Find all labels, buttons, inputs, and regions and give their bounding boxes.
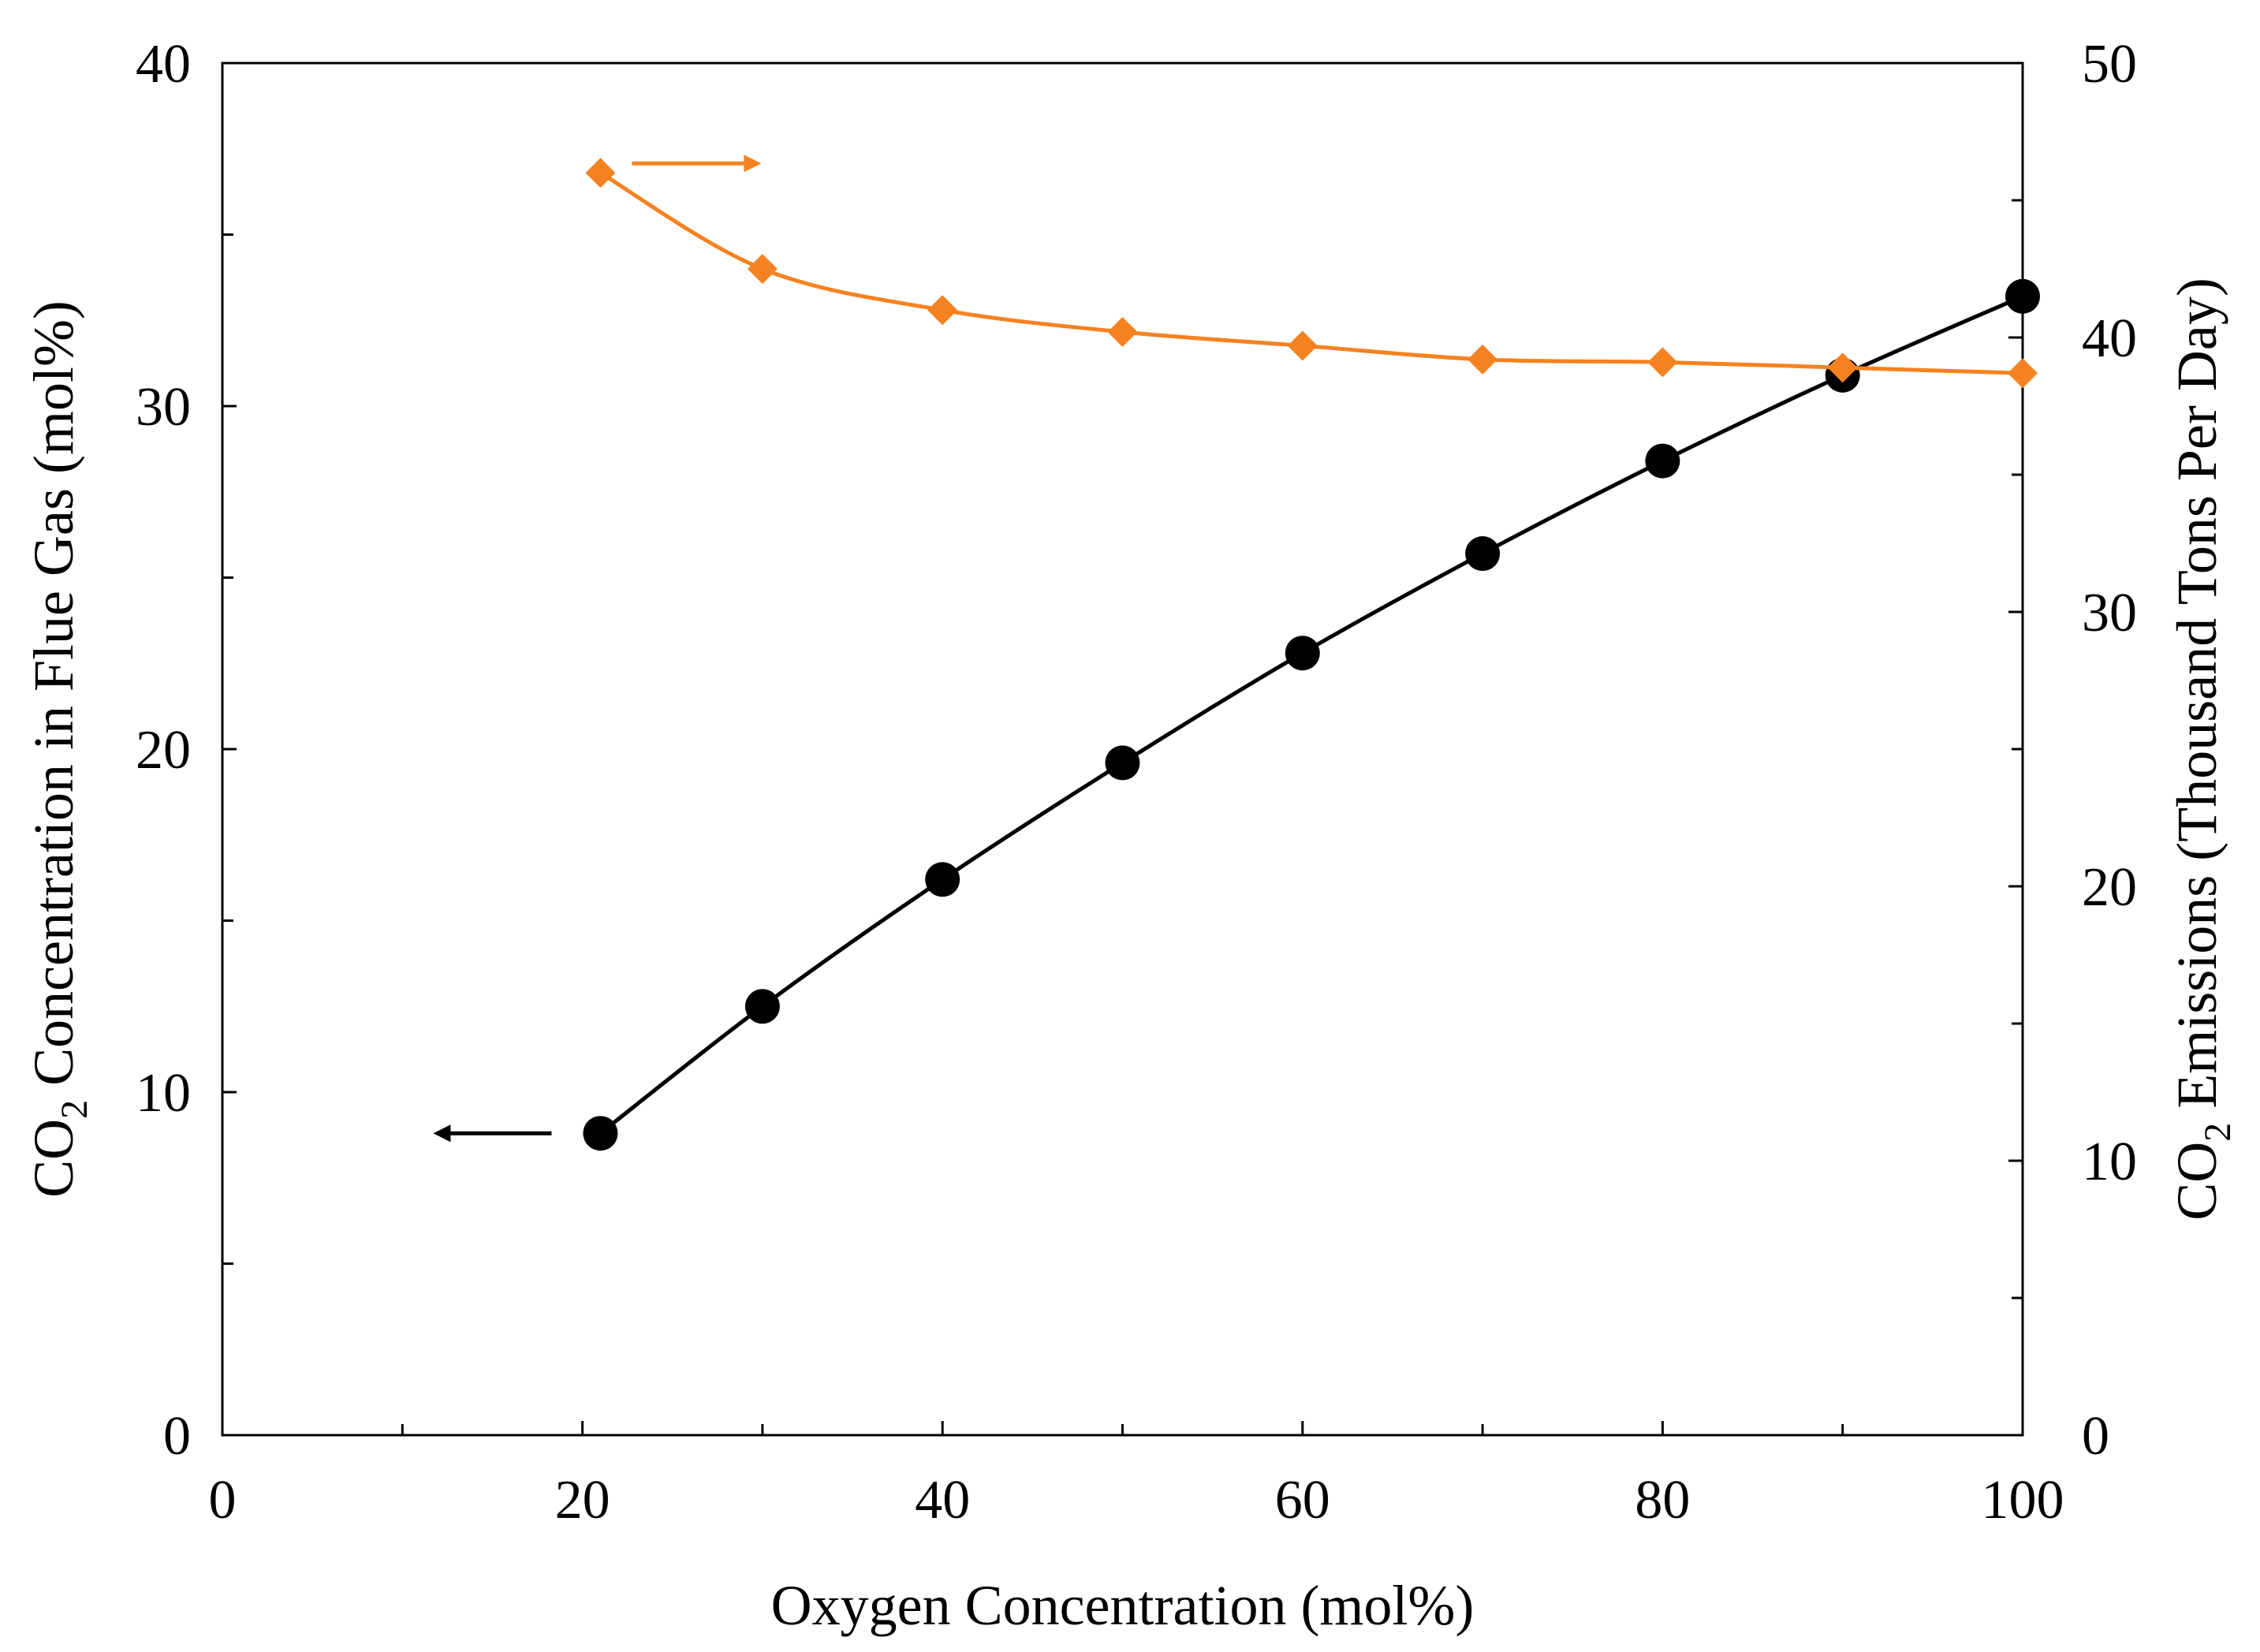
y-left-tick-label-30: 30 <box>136 377 191 438</box>
point-diamond-40 <box>927 295 958 326</box>
y-left-tick-label-40: 40 <box>136 34 191 95</box>
point-diamond-100 <box>2008 358 2038 389</box>
right-axis-title: CO2 Emissions (Thousand Tons Per Day) <box>2165 278 2239 1221</box>
ticks <box>221 62 2024 1437</box>
series-co2-concentration <box>583 278 2040 1151</box>
right-arrow-head <box>744 155 762 173</box>
y-left-tick-label-20: 20 <box>136 720 191 781</box>
left-axis-title: CO2 Concentration in Flue Gas (mol%) <box>22 300 95 1198</box>
x-tick-label-40: 40 <box>915 1470 970 1531</box>
x-tick-label-20: 20 <box>555 1470 610 1531</box>
left-arrow-head <box>433 1124 451 1143</box>
point-circle-50 <box>1105 745 1140 781</box>
y-left-tick-label-10: 10 <box>136 1063 191 1124</box>
point-diamond-30 <box>747 254 778 284</box>
annotation-layer <box>433 155 762 1143</box>
y-right-tick-label-50: 50 <box>2082 34 2137 95</box>
y-right-tick-label-10: 10 <box>2082 1132 2137 1192</box>
point-diamond-60 <box>1287 330 1318 361</box>
x-axis-title: Oxygen Concentration (mol%) <box>771 1574 1475 1637</box>
x-tick-label-60: 60 <box>1275 1470 1330 1531</box>
tick-labels: 0 20 40 60 80 100 0 10 20 30 40 0 10 20 30 40 50 <box>136 34 2137 1531</box>
x-tick-label-100: 100 <box>1982 1470 2064 1531</box>
point-circle-40 <box>925 862 960 897</box>
y-right-tick-label-30: 30 <box>2082 583 2137 643</box>
point-diamond-50 <box>1107 317 1138 348</box>
x-tick-label-80: 80 <box>1635 1470 1690 1531</box>
point-circle-21 <box>583 1116 618 1151</box>
point-diamond-21 <box>585 158 616 188</box>
y-left-tick-label-0: 0 <box>163 1406 191 1467</box>
point-circle-30 <box>744 989 780 1024</box>
series-layer <box>583 158 2040 1151</box>
point-diamond-70 <box>1468 344 1498 375</box>
point-circle-70 <box>1465 536 1501 572</box>
y-right-tick-label-40: 40 <box>2082 308 2137 369</box>
y-right-tick-label-20: 20 <box>2082 857 2137 918</box>
point-diamond-80 <box>1647 347 1678 378</box>
series-co2-emissions <box>585 158 2038 389</box>
y-right-tick-label-0: 0 <box>2082 1406 2109 1467</box>
point-circle-100 <box>2005 278 2040 314</box>
series-line-0 <box>599 294 2024 1136</box>
point-circle-60 <box>1285 636 1320 671</box>
x-tick-label-0: 0 <box>209 1470 237 1531</box>
point-diamond-90 <box>1827 352 1858 383</box>
point-circle-80 <box>1645 443 1680 479</box>
